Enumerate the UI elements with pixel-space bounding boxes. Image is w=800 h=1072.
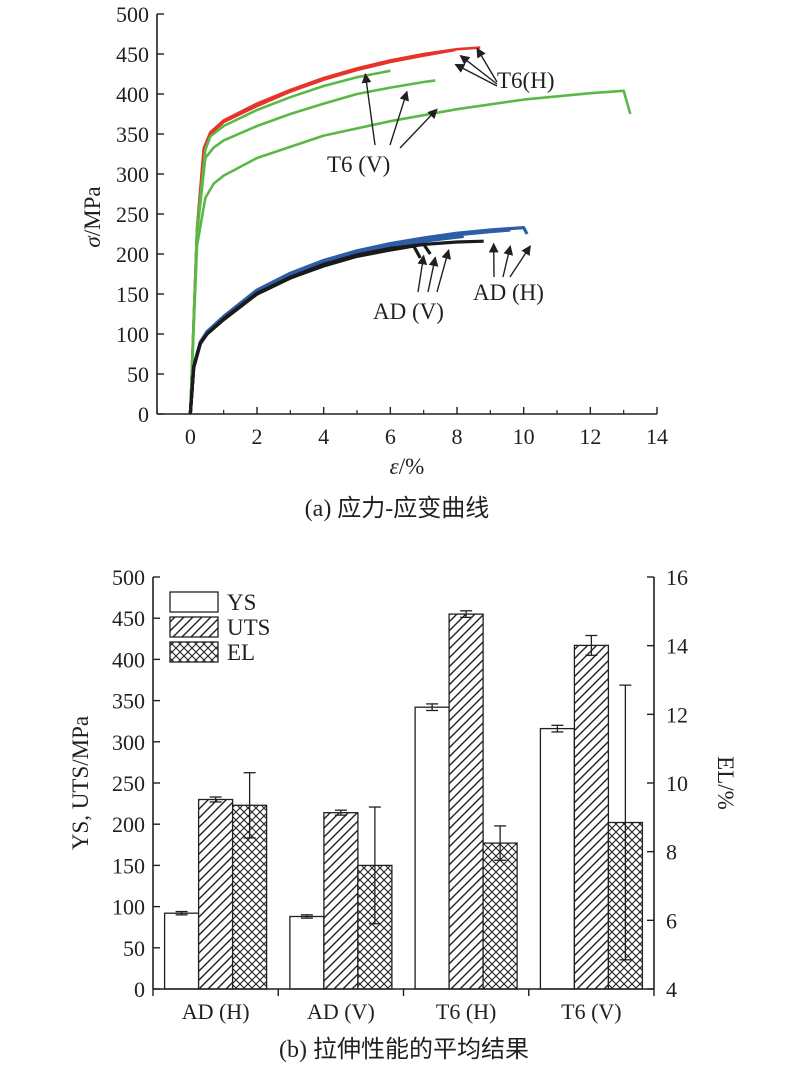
- left-tick-label: 500: [112, 565, 145, 590]
- left-tick-label: 100: [112, 895, 145, 920]
- stress-strain-chart: 0 50 100 150 200 250 300 350 400 450 500 0 2 4 6 8 10 12 1…: [80, 2, 668, 522]
- chart-b-axes: 0 50 100 150 200 250 300 350 400 450 500 4 6 8 10 12 14 1…: [112, 565, 688, 1024]
- left-tick-label: 50: [123, 936, 145, 961]
- chart-b-y-axis-label-right: EL/%: [713, 756, 738, 810]
- x-tick-label: 12: [579, 424, 601, 449]
- x-tick-label: 14: [646, 424, 668, 449]
- right-tick-label: 12: [666, 702, 688, 727]
- legend-label-uts: UTS: [227, 615, 270, 640]
- y-tick-label: 500: [116, 2, 149, 27]
- y-tick-label: 450: [116, 42, 149, 67]
- annotation-arrow: [389, 90, 409, 146]
- tensile-bar-chart: 0 50 100 150 200 250 300 350 400 450 500 4 6 8 10 12 14 1…: [68, 565, 738, 1063]
- y-tick-label: 400: [116, 82, 149, 107]
- bar-uts-t6-h: [448, 613, 484, 990]
- annotation-ad-h: AD (H): [473, 280, 544, 305]
- left-tick-label: 400: [112, 647, 145, 672]
- caption-b: (b) 拉伸性能的平均结果: [279, 1036, 529, 1063]
- y-tick-label: 100: [116, 322, 149, 347]
- category-label: AD (V): [307, 999, 375, 1024]
- annotation-arrow: [509, 245, 531, 278]
- left-tick-label: 250: [112, 771, 145, 796]
- stress-strain-curves: [188, 46, 632, 415]
- right-tick-label: 16: [666, 565, 688, 590]
- y-tick-label: 150: [116, 282, 149, 307]
- tensile-bars: [163, 610, 644, 990]
- chart-a-axes: 0 50 100 150 200 250 300 350 400 450 500 0 2 4 6 8 10 12 1…: [116, 2, 668, 449]
- right-tick-label: 10: [666, 771, 688, 796]
- annotation-arrow: [427, 256, 439, 293]
- curve-t6-v-5: [189, 89, 632, 415]
- x-tick-label: 10: [513, 424, 535, 449]
- y-tick-label: 300: [116, 162, 149, 187]
- bar-uts-t6-v: [573, 644, 610, 990]
- legend-label-el: EL: [227, 640, 255, 665]
- legend-swatch-ys: [169, 591, 219, 613]
- annotation-t6-h: T6(H): [497, 68, 554, 93]
- right-tick-label: 6: [666, 908, 677, 933]
- annotation-arrow: [459, 54, 498, 85]
- chart-a-y-axis-label: σ/MPa: [80, 186, 105, 247]
- curve-t6-v-4: [189, 79, 436, 415]
- x-tick-label: 4: [318, 424, 329, 449]
- annotation-arrow: [454, 63, 498, 87]
- annotation-ad-v: AD (V): [373, 299, 444, 324]
- bar-ys-ad-h: [163, 912, 200, 990]
- bar-uts-ad-h: [197, 798, 234, 990]
- curve-ad-v-11: [188, 239, 484, 415]
- caption-a: (a) 应力-应变曲线: [305, 495, 490, 522]
- bar-ys-t6-h: [414, 706, 450, 990]
- annotation-arrow: [399, 108, 438, 149]
- left-tick-label: 0: [134, 977, 145, 1002]
- right-tick-label: 4: [666, 977, 677, 1002]
- curve-t6-h-2: [189, 46, 481, 415]
- left-tick-label: 200: [112, 812, 145, 837]
- category-label: AD (H): [182, 999, 250, 1024]
- chart-a-x-axis-label: ε/%: [390, 454, 425, 479]
- y-tick-label: 250: [116, 202, 149, 227]
- annotation-arrow: [361, 73, 376, 146]
- annotation-arrow: [417, 254, 428, 293]
- left-tick-label: 350: [112, 689, 145, 714]
- left-tick-label: 450: [112, 606, 145, 631]
- bar-uts-ad-v: [323, 812, 359, 990]
- legend-swatch-el: [169, 641, 219, 663]
- bar-el-t6-h: [482, 842, 518, 990]
- annotation-arrow: [436, 249, 452, 293]
- left-tick-label: 150: [112, 853, 145, 878]
- right-tick-label: 14: [666, 634, 688, 659]
- legend: YS UTS EL: [169, 590, 270, 665]
- x-tick-label: 6: [385, 424, 396, 449]
- legend-swatch-uts: [169, 616, 219, 638]
- y-tick-label: 0: [138, 402, 149, 427]
- annotation-arrow: [476, 47, 498, 83]
- x-tick-label: 8: [452, 424, 463, 449]
- annotation-arrow: [502, 245, 514, 278]
- bar-ys-ad-v: [289, 915, 325, 990]
- left-tick-label: 300: [112, 730, 145, 755]
- y-tick-label: 50: [127, 362, 149, 387]
- category-label: T6 (H): [436, 999, 496, 1024]
- x-tick-label: 2: [252, 424, 263, 449]
- legend-label-ys: YS: [227, 590, 256, 615]
- right-tick-label: 8: [666, 840, 677, 865]
- x-tick-label: 0: [185, 424, 196, 449]
- chart-a-annotations: T6(H) T6 (V) AD (V) AD (H): [327, 47, 554, 324]
- y-tick-label: 350: [116, 122, 149, 147]
- annotation-t6-v: T6 (V): [327, 152, 390, 177]
- chart-b-y-axis-label-left: YS, UTS/MPa: [68, 716, 93, 850]
- category-label: T6 (V): [561, 999, 621, 1024]
- y-tick-label: 200: [116, 242, 149, 267]
- bar-ys-t6-v: [539, 727, 576, 990]
